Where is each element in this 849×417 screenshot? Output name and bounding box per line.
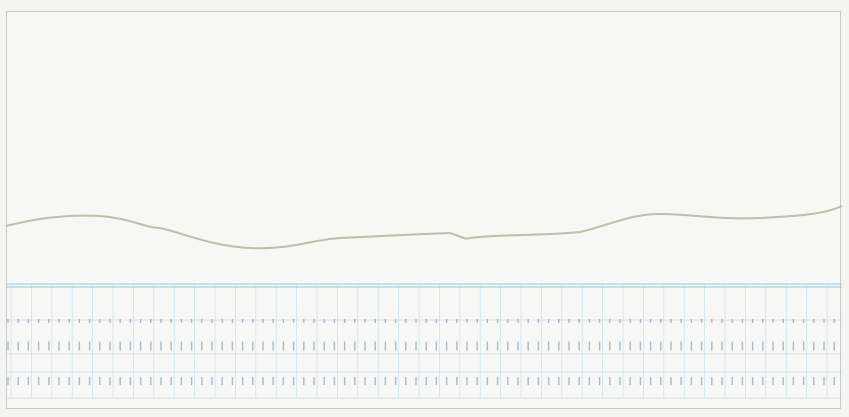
baseline-trace <box>5 205 843 250</box>
time-grid <box>6 283 842 399</box>
tick-marks <box>7 319 835 385</box>
